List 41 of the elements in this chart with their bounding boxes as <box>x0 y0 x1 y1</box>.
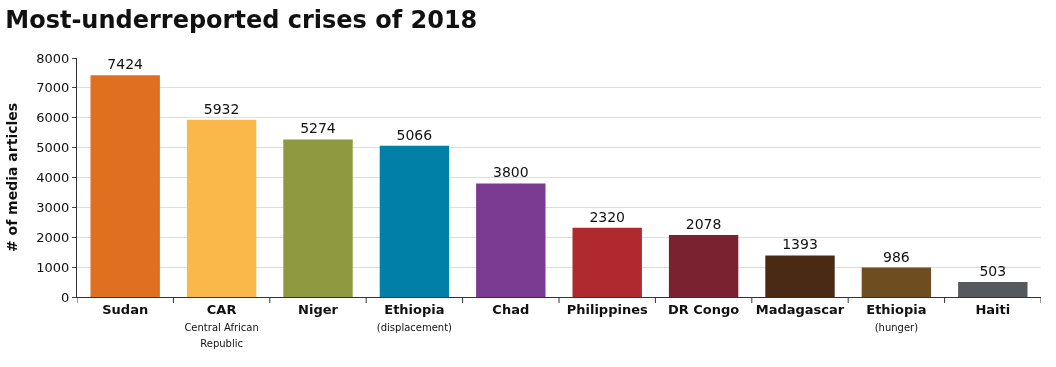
chart-title: Most-underreported crises of 2018 <box>5 5 478 34</box>
data-label: 5274 <box>300 120 336 137</box>
bar <box>90 75 160 297</box>
bar <box>283 139 353 297</box>
x-tick-label: Haiti <box>975 301 1011 317</box>
y-axis-title: # of media articles <box>3 102 20 253</box>
y-tick-label: 7000 <box>36 80 70 96</box>
x-tick-label: Niger <box>298 301 339 317</box>
data-label: 3800 <box>492 164 529 181</box>
y-tick-label: 0 <box>61 289 70 305</box>
x-tick-label: Chad <box>492 301 530 317</box>
bar <box>958 281 1028 297</box>
x-tick-label: Philippines <box>566 301 648 317</box>
data-label: 503 <box>979 262 1007 279</box>
data-label: 2320 <box>589 208 626 225</box>
y-tick-label: 3000 <box>36 199 70 215</box>
x-tick-label: Madagascar <box>755 301 845 317</box>
y-tick-label: 4000 <box>36 170 70 186</box>
y-tick-label: 6000 <box>36 110 70 126</box>
x-tick-label: DR Congo <box>667 301 740 317</box>
data-label: 2078 <box>685 215 722 232</box>
bar <box>765 255 835 297</box>
data-label: 986 <box>882 248 910 265</box>
bar <box>668 234 739 297</box>
bar <box>186 119 257 297</box>
bar <box>861 267 932 297</box>
y-tick-label: 8000 <box>36 50 70 66</box>
x-tick-label: Ethiopia (displacement) <box>376 301 453 333</box>
x-tick-label: CAR Central African Republic <box>184 301 259 350</box>
bar <box>476 183 546 297</box>
data-label: 7424 <box>107 56 144 73</box>
x-tick-label: Sudan <box>102 301 149 317</box>
data-label: 5932 <box>203 100 240 117</box>
y-tick-label: 1000 <box>36 259 70 275</box>
bar <box>379 145 450 297</box>
bar <box>572 227 642 297</box>
y-tick-label: 5000 <box>36 140 70 156</box>
data-label: 5066 <box>396 126 433 143</box>
x-tick-label: Ethiopia (hunger) <box>866 301 927 333</box>
y-tick-label: 2000 <box>36 229 70 245</box>
data-label: 1393 <box>782 236 818 253</box>
